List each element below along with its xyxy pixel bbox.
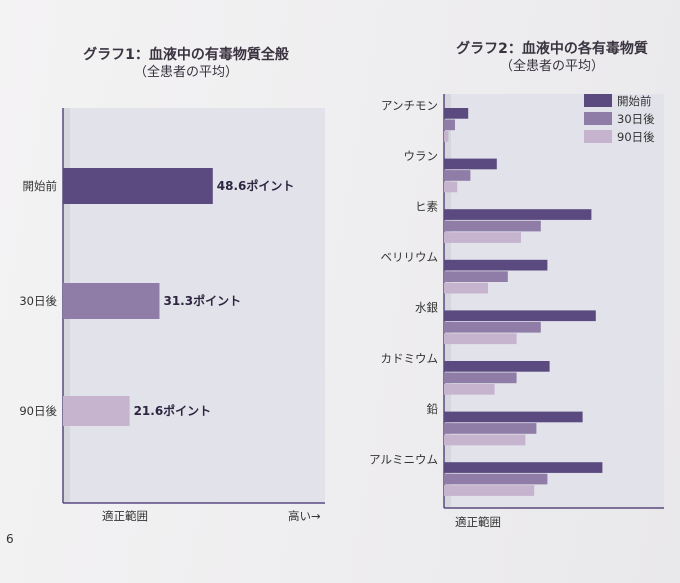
chart2-title: グラフ2：血液中の各有毒物質 bbox=[456, 41, 648, 57]
chart2-bar-1-3 bbox=[444, 131, 449, 142]
chart2-category-label: カドミウム bbox=[381, 351, 439, 365]
chart1-title-block: グラフ1：血液中の有毒物質全般 （全患者の平均） bbox=[66, 46, 306, 82]
chart2-category-label: ウラン bbox=[404, 149, 439, 163]
chart2-bar-1-2 bbox=[444, 119, 455, 131]
chart2-bar-5-1 bbox=[444, 310, 596, 322]
chart2-category-label: アンチモン bbox=[381, 98, 438, 112]
chart2-title-block: グラフ2：血液中の各有毒物質 （全患者の平均） bbox=[437, 40, 667, 76]
chart1-bar-2 bbox=[63, 283, 160, 319]
chart2-bar-2-3 bbox=[444, 181, 458, 193]
chart2-bar-8-2 bbox=[444, 473, 548, 485]
chart2-legend-label-1: 開始前 bbox=[617, 94, 652, 108]
chart1-data-label: 48.6ポイント bbox=[217, 178, 295, 193]
chart1-title: グラフ1：血液中の有毒物質全般 bbox=[83, 47, 289, 63]
chart2-bar-7-3 bbox=[444, 434, 526, 446]
chart2-bar-3-2 bbox=[444, 220, 541, 232]
chart2-bar-2-2 bbox=[444, 170, 471, 181]
chart2-legend-swatch-3 bbox=[584, 130, 612, 143]
chart2-legend-label-2: 30日後 bbox=[617, 112, 655, 126]
chart2-bar-8-1 bbox=[444, 462, 603, 473]
chart1-category-label: 開始前 bbox=[23, 179, 58, 193]
chart2-bar-7-2 bbox=[444, 423, 537, 434]
chart2-category-label: ベリリウム bbox=[381, 250, 439, 264]
chart2-normal-range-band bbox=[444, 94, 451, 508]
chart2-legend-swatch-1 bbox=[584, 94, 612, 107]
chart2-bar-4-1 bbox=[444, 259, 548, 271]
chart1-data-label: 21.6ポイント bbox=[134, 403, 212, 418]
chart1-data-label: 31.3ポイント bbox=[163, 293, 241, 308]
chart1-bar-3 bbox=[63, 396, 130, 426]
chart2-normal-range-label: 適正範囲 bbox=[455, 515, 501, 529]
chart2-bar-4-2 bbox=[444, 271, 508, 282]
chart1-axis-note: 高い→ bbox=[288, 509, 321, 523]
chart2-category-label: 鉛 bbox=[427, 402, 439, 416]
chart2-bar-6-1 bbox=[444, 361, 550, 372]
chart1-subtitle: （全患者の平均） bbox=[133, 65, 238, 80]
chart2-bar-8-3 bbox=[444, 485, 535, 496]
chart2-legend-label-3: 90日後 bbox=[617, 130, 655, 144]
chart2-bar-6-3 bbox=[444, 384, 495, 395]
page-number: 6 bbox=[6, 532, 14, 546]
chart2-bar-5-2 bbox=[444, 321, 541, 333]
chart2-bar-5-3 bbox=[444, 333, 517, 345]
chart1-category-label: 90日後 bbox=[19, 404, 57, 418]
chart2-legend-swatch-2 bbox=[584, 112, 612, 125]
chart1-normal-range-label: 適正範囲 bbox=[102, 509, 148, 523]
chart2-bar-2-1 bbox=[444, 158, 497, 170]
chart2-bar-6-2 bbox=[444, 372, 517, 384]
chart2-category-label: アルミニウム bbox=[369, 452, 438, 466]
chart2-category-label: 水銀 bbox=[415, 301, 438, 315]
chart2-plot-area bbox=[444, 94, 664, 508]
chart2-bar-1-1 bbox=[444, 108, 469, 119]
chart2-bar-7-1 bbox=[444, 411, 583, 423]
chart1-bar-1 bbox=[63, 168, 213, 204]
chart1-category-label: 30日後 bbox=[19, 294, 57, 308]
chart2-bar-3-1 bbox=[444, 209, 592, 220]
chart2-bar-4-3 bbox=[444, 282, 488, 294]
chart2-bar-3-3 bbox=[444, 232, 521, 243]
chart2-subtitle: （全患者の平均） bbox=[499, 59, 604, 74]
chart2-category-label: ヒ素 bbox=[415, 199, 438, 213]
